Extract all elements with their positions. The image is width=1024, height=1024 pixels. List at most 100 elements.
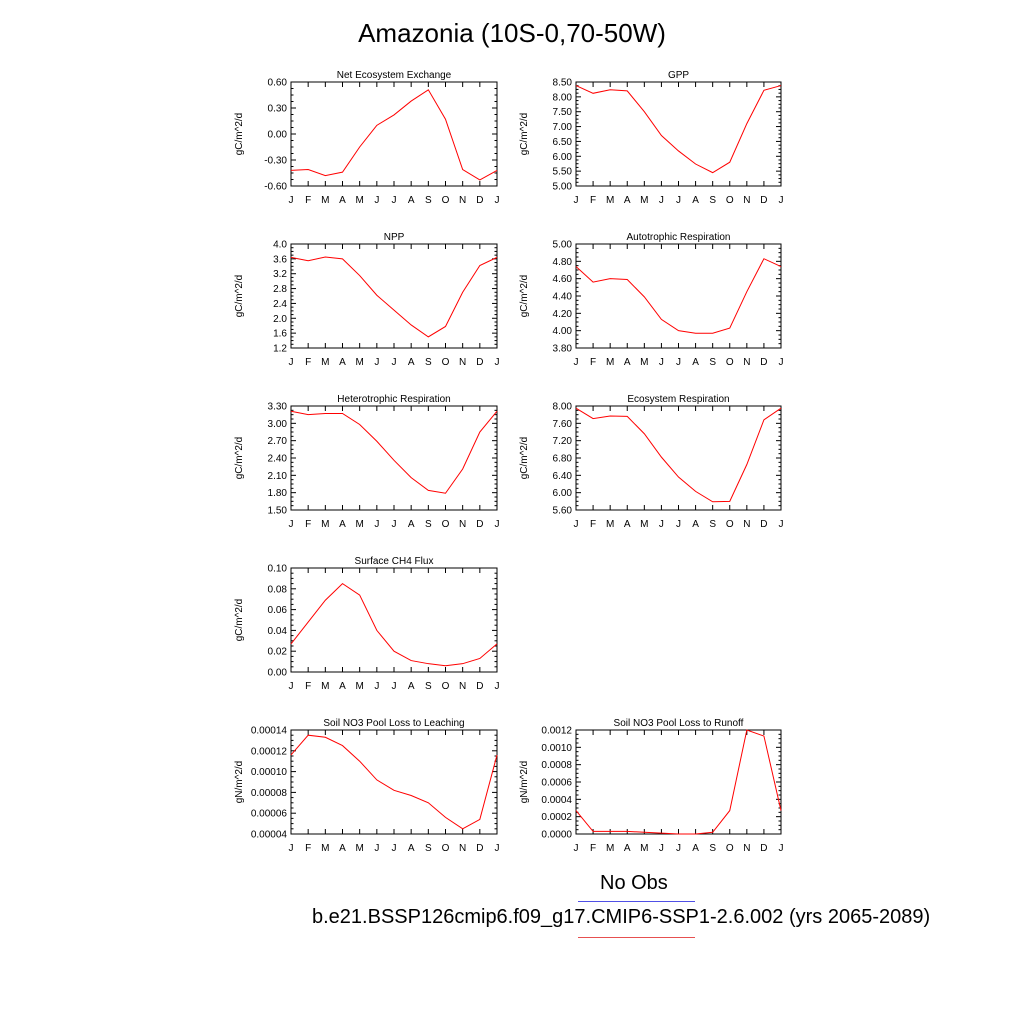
y-tick-label: 5.00 <box>553 182 573 193</box>
x-tick-label: J <box>392 519 397 530</box>
series-line <box>290 89 498 181</box>
x-tick-label: S <box>425 519 432 530</box>
y-tick-label: 4.40 <box>553 292 573 303</box>
x-tick-label: J <box>374 681 379 692</box>
y-tick-label: 4.0 <box>273 240 287 251</box>
x-tick-label: J <box>659 519 664 530</box>
x-tick-label: F <box>590 843 596 854</box>
chart-title: Ecosystem Respiration <box>627 394 729 405</box>
series-line <box>575 258 782 334</box>
y-tick-label: 8.00 <box>553 402 573 413</box>
y-tick-label: 0.0004 <box>541 795 572 806</box>
x-tick-label: J <box>779 195 784 206</box>
x-tick-label: N <box>459 357 466 368</box>
y-tick-label: 0.60 <box>268 78 288 89</box>
x-tick-label: A <box>339 681 346 692</box>
y-tick-label: 0.00 <box>268 130 288 141</box>
y-tick-label: 2.70 <box>268 436 288 447</box>
x-tick-label: J <box>676 357 681 368</box>
x-tick-label: S <box>709 519 716 530</box>
plot-frame <box>290 567 498 673</box>
y-axis-label: gC/m^2/d <box>234 437 245 480</box>
x-tick-label: D <box>476 357 483 368</box>
x-tick-label: J <box>495 843 500 854</box>
x-tick-label: N <box>743 843 750 854</box>
x-tick-label: M <box>606 843 614 854</box>
x-tick-label: A <box>624 519 631 530</box>
x-tick-label: J <box>374 843 379 854</box>
x-tick-label: N <box>743 357 750 368</box>
x-tick-label: O <box>726 843 734 854</box>
series-line <box>575 729 782 835</box>
x-tick-label: A <box>408 681 415 692</box>
x-tick-label: D <box>476 519 483 530</box>
x-tick-label: O <box>442 843 450 854</box>
series-line <box>290 582 498 667</box>
x-tick-label: J <box>779 843 784 854</box>
x-tick-label: J <box>495 357 500 368</box>
y-tick-label: 7.20 <box>553 436 573 447</box>
legend-obs-line <box>578 901 695 902</box>
y-tick-label: 5.50 <box>553 167 573 178</box>
x-tick-label: J <box>659 843 664 854</box>
chart-title: Surface CH4 Flux <box>355 556 434 567</box>
y-tick-label: 8.50 <box>553 78 573 89</box>
y-tick-label: 0.0012 <box>541 726 572 737</box>
y-tick-label: 0.06 <box>268 605 288 616</box>
y-tick-label: 0.08 <box>268 584 288 595</box>
y-tick-label: 2.40 <box>268 454 288 465</box>
y-tick-label: 3.80 <box>553 344 573 355</box>
x-tick-label: J <box>574 357 579 368</box>
x-tick-label: A <box>408 195 415 206</box>
x-tick-label: O <box>726 195 734 206</box>
x-tick-label: J <box>676 519 681 530</box>
x-tick-label: A <box>624 357 631 368</box>
x-tick-label: F <box>305 843 311 854</box>
x-tick-label: J <box>574 843 579 854</box>
y-tick-label: 0.0006 <box>541 778 572 789</box>
legend-case-label: b.e21.BSSP126cmip6.f09_g17.CMIP6-SSP1-2.… <box>312 906 931 928</box>
plot-frame <box>575 243 782 349</box>
y-axis-label: gC/m^2/d <box>234 275 245 318</box>
x-tick-label: O <box>442 681 450 692</box>
x-tick-label: D <box>476 843 483 854</box>
x-tick-label: J <box>392 843 397 854</box>
y-tick-label: 1.50 <box>268 506 288 517</box>
x-tick-label: D <box>476 681 483 692</box>
x-tick-label: A <box>339 357 346 368</box>
x-tick-label: S <box>425 357 432 368</box>
x-tick-label: S <box>425 681 432 692</box>
y-tick-label: 6.40 <box>553 471 573 482</box>
y-tick-label: 3.2 <box>273 269 287 280</box>
x-tick-label: D <box>760 357 767 368</box>
y-axis-label: gC/m^2/d <box>519 437 530 480</box>
y-tick-label: 0.00012 <box>251 746 288 757</box>
x-tick-label: A <box>339 843 346 854</box>
x-tick-label: A <box>408 519 415 530</box>
y-tick-label: 7.50 <box>553 107 573 118</box>
x-tick-label: O <box>442 519 450 530</box>
x-tick-label: N <box>459 681 466 692</box>
y-tick-label: 0.0010 <box>541 743 572 754</box>
x-tick-label: J <box>495 681 500 692</box>
y-tick-label: -0.60 <box>264 182 287 193</box>
y-tick-label: -0.30 <box>264 156 287 167</box>
x-tick-label: O <box>726 357 734 368</box>
y-tick-label: 6.50 <box>553 137 573 148</box>
x-tick-label: S <box>709 357 716 368</box>
x-tick-label: N <box>459 195 466 206</box>
x-tick-label: J <box>779 519 784 530</box>
x-tick-label: D <box>760 843 767 854</box>
x-tick-label: A <box>408 843 415 854</box>
y-tick-label: 0.02 <box>268 647 288 658</box>
y-tick-label: 0.00010 <box>251 767 288 778</box>
y-tick-label: 3.6 <box>273 254 287 265</box>
page-title: Amazonia (10S-0,70-50W) <box>358 18 666 48</box>
x-tick-label: D <box>760 195 767 206</box>
x-tick-label: M <box>321 681 329 692</box>
y-axis-label: gC/m^2/d <box>234 113 245 156</box>
x-tick-label: A <box>692 195 699 206</box>
plot-frame <box>575 729 782 835</box>
y-tick-label: 5.00 <box>553 240 573 251</box>
x-tick-label: M <box>321 519 329 530</box>
